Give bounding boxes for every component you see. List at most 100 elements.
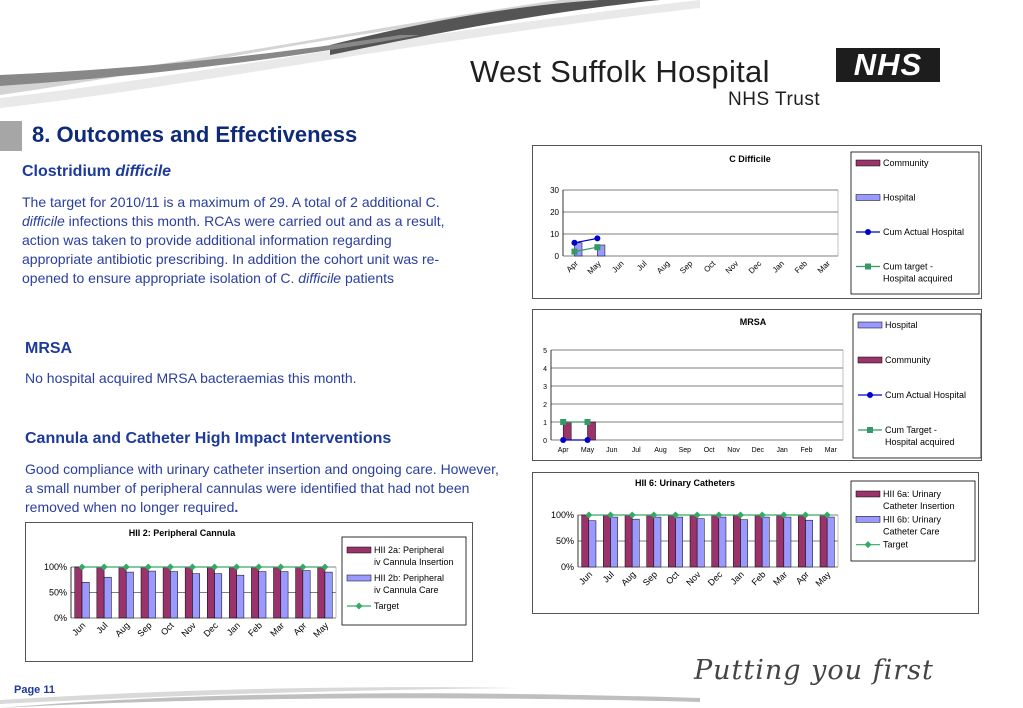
hii2-chart: HII 2: Peripheral Cannula 0% 50% 100% Jun Jul… — [25, 522, 473, 662]
x-tick-label: Nov — [724, 259, 740, 275]
bar — [597, 244, 606, 257]
bar — [280, 571, 289, 619]
legend-label: HII 6a: Urinary — [883, 489, 942, 499]
x-tick-label: Jan — [771, 259, 786, 274]
mrsa-text: No hospital acquired MRSA bacteraemias t… — [25, 370, 357, 386]
legend-label: Hospital acquired — [885, 437, 955, 447]
line-point — [594, 244, 601, 251]
chart-title: C Difficile — [729, 154, 771, 164]
hospital-name: West Suffolk Hospital — [470, 54, 770, 89]
line-point — [571, 239, 578, 246]
line-point — [571, 248, 578, 255]
legend-label: HII 2a: Peripheral — [374, 545, 444, 555]
x-tick-label: Aug — [654, 447, 667, 454]
bar — [324, 571, 333, 619]
x-tick-label: Feb — [750, 569, 768, 587]
y-tick-label: 5 — [543, 348, 547, 355]
cdiff-text-part3: patients — [341, 270, 395, 286]
bar — [295, 566, 304, 619]
x-tick-label: Aug — [655, 259, 671, 275]
bar — [798, 514, 806, 568]
bar — [603, 514, 611, 568]
bar — [214, 573, 223, 619]
bar — [696, 518, 705, 568]
bar — [236, 574, 245, 619]
x-tick-label: May — [813, 569, 832, 588]
chart-title: HII 6: Urinary Catheters — [635, 478, 735, 488]
legend-swatch — [346, 546, 372, 554]
mrsa-chart-svg: MRSA 0 1 2 3 4 5 Apr May Jun Jul Aug Sep Oct Nov Dec Jan… — [543, 313, 981, 459]
x-tick-label: Sep — [679, 447, 692, 454]
y-tick-label: 0 — [555, 252, 560, 261]
line-point — [672, 511, 679, 519]
cdiff-heading: Clostridium difficile — [22, 163, 171, 181]
series-line — [574, 246, 598, 253]
bar — [229, 566, 237, 619]
x-tick-label: Feb — [246, 620, 264, 638]
bar — [162, 566, 171, 619]
bar — [668, 514, 676, 568]
line-point — [584, 437, 591, 443]
mrsa-chart: MRSA 0 1 2 3 4 5 Apr May Jun Jul Aug Sep Oct Nov Dec Jan… — [532, 309, 982, 461]
x-tick-label: Oct — [704, 447, 715, 454]
cdiff-heading-plain: Clostridium — [22, 163, 116, 180]
x-tick-label: Jan — [225, 620, 242, 637]
bar — [251, 566, 259, 619]
legend-label: HII 2b: Peripheral — [374, 573, 444, 583]
bar — [819, 514, 828, 568]
x-tick-label: Dec — [752, 447, 765, 454]
bar — [624, 514, 633, 568]
x-tick-label: Jun — [610, 259, 625, 274]
x-tick-label: Oct — [702, 259, 718, 275]
legend-swatch — [857, 321, 883, 329]
legend-label: Cum Target - — [885, 425, 937, 435]
bar — [733, 514, 741, 568]
bar — [302, 570, 311, 619]
legend-swatch — [855, 194, 881, 201]
cdiff-text-part2: infections this month. RCAs were carried… — [22, 213, 445, 286]
page-number: Page 11 — [14, 684, 55, 696]
bar — [689, 514, 698, 568]
x-tick-label: May — [586, 259, 603, 276]
footer-swoosh — [0, 687, 700, 708]
bar — [207, 566, 215, 619]
y-tick-label: 100% — [44, 562, 67, 572]
bar — [74, 566, 83, 619]
x-tick-label: Oct — [159, 620, 176, 637]
y-tick-label: 1 — [543, 420, 547, 427]
legend-label: Target — [883, 540, 909, 550]
legend-label: Cum Actual Hospital — [883, 227, 964, 237]
bar — [273, 566, 282, 619]
legend-label: iv Cannula Insertion — [374, 557, 454, 567]
hospital-logo: West Suffolk Hospital NHS NHS Trust — [470, 44, 950, 114]
bar — [805, 519, 813, 568]
bar — [581, 514, 590, 568]
line-point — [585, 511, 593, 519]
bar — [103, 576, 112, 619]
y-tick-label: 30 — [550, 186, 559, 195]
cannula-text-end: . — [234, 499, 239, 515]
cdiff-text-italic1: difficile — [22, 213, 65, 229]
x-tick-label: Mar — [816, 259, 832, 275]
line-point — [584, 419, 591, 425]
line-point — [144, 563, 152, 571]
x-tick-label: Sep — [135, 620, 153, 638]
hii2-chart-svg: HII 2: Peripheral Cannula 0% 50% 100% Jun Jul… — [44, 528, 467, 639]
legend-swatch — [346, 574, 372, 582]
line-point — [233, 563, 241, 571]
y-tick-label: 4 — [543, 366, 547, 373]
x-tick-label: Dec — [747, 259, 763, 275]
bar — [184, 566, 193, 619]
trust-name: NHS Trust — [728, 89, 821, 110]
legend-swatch — [857, 356, 883, 364]
bar — [783, 516, 792, 568]
legend-label: Community — [885, 355, 931, 365]
bar — [653, 516, 662, 568]
line-point — [277, 563, 285, 571]
x-tick-label: Mar — [771, 569, 789, 587]
legend-marker — [867, 427, 873, 433]
legend-marker — [865, 263, 871, 270]
legend-label: Catheter Care — [883, 526, 940, 536]
bar — [631, 518, 640, 568]
